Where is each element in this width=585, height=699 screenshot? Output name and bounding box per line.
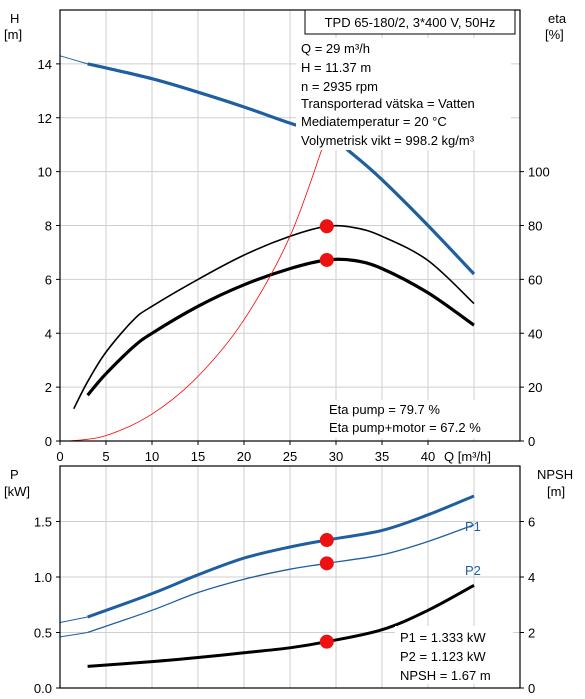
series-P2 [87,524,475,634]
bottom-series [59,494,475,668]
bottom-y-right-unit: [m] [547,484,565,499]
top-duty-point-marker-2 [319,252,334,267]
top-y-left-tick-label: 6 [45,272,52,287]
top-y-left-tick-label: 2 [45,380,52,395]
top-y-right-label: eta [548,11,567,26]
info-line-n: n = 2935 rpm [301,79,378,94]
top-x-tick-label: 25 [283,449,297,464]
bottom-y-right-tick-label: 0 [528,681,535,696]
bottom-y-right-tick-label: 2 [528,626,535,641]
top-x-label: Q [m³/h] [444,449,491,464]
top-y-right-tick-label: 40 [528,326,542,341]
p2-value: P2 = 1.123 kW [400,649,486,664]
series-system-curve [69,134,328,442]
info-box [296,38,511,150]
top-x-tick-label: 5 [102,449,109,464]
top-x-tick-label: 20 [237,449,251,464]
top-series [59,55,476,442]
eta-result-box [324,400,512,438]
npsh-value: NPSH = 1.67 m [400,668,491,683]
bottom-duty-point-marker-1 [319,556,334,571]
top-y-left-tick-label: 4 [45,326,52,341]
series-eta-pump [73,224,475,410]
series-P1 [87,494,475,619]
p1-value: P1 = 1.333 kW [400,630,486,645]
top-y-left-tick-label: 12 [38,111,52,126]
bottom-y-left-tick-label: 1.0 [34,570,52,585]
info-line-density: Volymetrisk vikt = 998.2 kg/m³ [301,133,475,148]
bottom-y-right-label: NPSH [537,467,573,482]
bottom-duty-point-marker-0 [319,533,334,548]
top-y-left-tick-label: 8 [45,219,52,234]
series-P2-extension [59,632,88,638]
chart-title: TPD 65-180/2, 3*400 V, 50Hz [325,15,496,30]
top-x-tick-label: 10 [145,449,159,464]
top-plot-frame [59,9,521,442]
top-y-right-tick-label: 60 [528,272,542,287]
series-head [87,62,476,276]
top-x-tick-label: 30 [329,449,343,464]
top-y-right-tick-label: 0 [528,434,535,449]
series-P1-extension [59,616,88,623]
top-y-right-tick-label: 20 [528,380,542,395]
top-y-right-unit: [%] [545,27,564,42]
bottom-plot-frame [59,465,521,689]
bottom-y-left-unit: [kW] [4,484,30,499]
bottom-y-right-tick-label: 6 [528,515,535,530]
top-x-tick-label: 0 [56,449,63,464]
bottom-y-left-tick-label: 0.0 [34,681,52,696]
bottom-y-left-tick-label: 1.5 [34,515,52,530]
top-y-right-tick-label: 100 [528,165,550,180]
top-duty-point-marker-1 [319,219,334,234]
top-x-tick-label: 35 [375,449,389,464]
eta-pump-value: Eta pump = 79.7 % [329,402,440,417]
top-y-left-tick-label: 10 [38,165,52,180]
top-y-left-tick-label: 14 [38,57,52,72]
top-y-left-unit: [m] [4,27,22,42]
info-line-temperature: Mediatemperatur = 20 °C [301,114,447,129]
series-NPSH [87,583,475,668]
power-result-box [395,626,513,684]
bottom-y-left-label: P [10,467,19,482]
info-line-q: Q = 29 m³/h [301,41,370,56]
top-y-left-tick-label: 0 [45,434,52,449]
eta-pump-motor-value: Eta pump+motor = 67.2 % [329,420,481,435]
bottom-duty-point-marker-2 [319,634,334,649]
legend-p1: P1 [465,519,481,534]
top-y-left-label: H [10,11,19,26]
title-box [304,9,516,35]
bottom-y-left-tick-label: 0.5 [34,626,52,641]
bottom-y-right-tick-label: 4 [528,570,535,585]
info-line-liquid: Transporterad vätska = Vatten [301,96,475,111]
series-eta-pump-motor [86,257,475,397]
legend-p2: P2 [465,563,481,578]
top-y-right-tick-label: 80 [528,219,542,234]
info-line-h: H = 11.37 m [301,60,371,75]
top-x-tick-label: 15 [191,449,205,464]
top-x-tick-label: 40 [421,449,435,464]
series-head-extension [59,55,88,65]
